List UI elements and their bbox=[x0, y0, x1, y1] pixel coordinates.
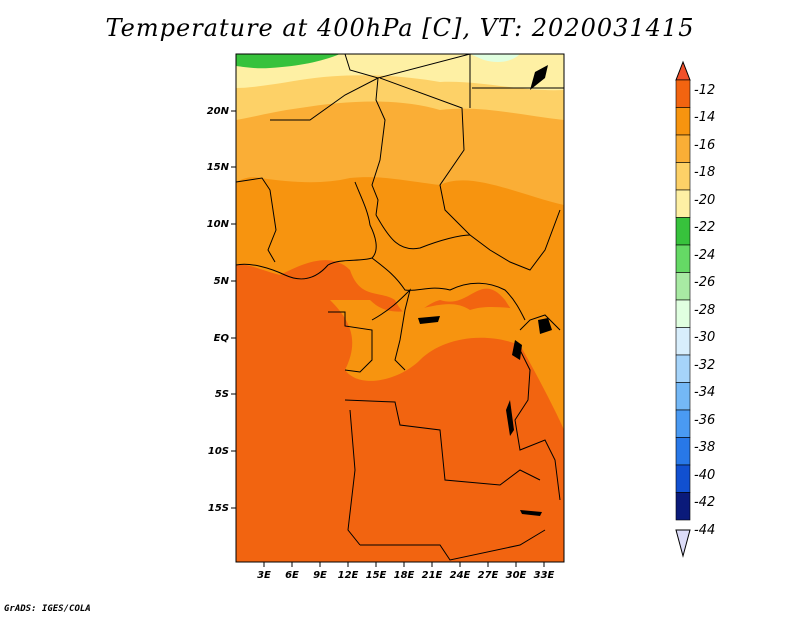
colorbar-label: -22 bbox=[694, 220, 715, 235]
lon-label: 24E bbox=[450, 570, 471, 581]
lon-label: 3E bbox=[257, 570, 271, 581]
lat-label: 15N bbox=[207, 162, 230, 173]
lat-label: 15S bbox=[208, 503, 229, 514]
colorbar-label: -26 bbox=[694, 275, 715, 290]
colorbar-label: -16 bbox=[694, 138, 715, 153]
lat-label: 10N bbox=[207, 219, 230, 230]
grads-credit: GrADS: IGES/COLA bbox=[4, 604, 91, 614]
colorbar-label: -24 bbox=[694, 248, 715, 263]
colorbar-label: -30 bbox=[694, 330, 715, 345]
lon-labels: 3E 6E 9E 12E 15E 18E 21E 24E 27E 30E 33E bbox=[257, 570, 554, 581]
colorbar-label: -40 bbox=[694, 468, 715, 483]
colorbar-labels: -12 -14 -16 -18 -20 -22 -24 -26 -28 -30 … bbox=[694, 83, 715, 538]
colorbar-segment bbox=[675, 272, 691, 301]
colorbar-label: -36 bbox=[694, 413, 715, 428]
colorbar-segment bbox=[675, 409, 691, 438]
colorbar-segment bbox=[675, 437, 691, 466]
colorbar-label: -42 bbox=[694, 495, 715, 510]
band-minus-30 bbox=[470, 54, 520, 62]
colorbar-label: -28 bbox=[694, 303, 715, 318]
colorbar-label: -44 bbox=[694, 523, 715, 538]
colorbar-label: -32 bbox=[694, 358, 715, 373]
colorbar: -12 -14 -16 -18 -20 -22 -24 -26 -28 -30 … bbox=[675, 60, 715, 558]
lakes bbox=[418, 65, 552, 516]
colorbar-label: -14 bbox=[694, 110, 715, 125]
colorbar-label: -20 bbox=[694, 193, 715, 208]
colorbar-segment bbox=[675, 107, 691, 136]
lat-label: EQ bbox=[214, 333, 230, 344]
colorbar-segment bbox=[675, 217, 691, 246]
lat-label: 5S bbox=[215, 389, 229, 400]
colorbar-top-arrow bbox=[675, 60, 691, 81]
band-minus-22 bbox=[236, 54, 340, 69]
colorbar-segment bbox=[675, 354, 691, 383]
lat-label: 10S bbox=[208, 446, 229, 457]
lon-label: 12E bbox=[338, 570, 359, 581]
colorbar-segment bbox=[675, 382, 691, 411]
chart-title: Temperature at 400hPa [C], VT: 202003141… bbox=[105, 14, 695, 42]
colorbar-segment bbox=[675, 79, 691, 108]
colorbar-label: -38 bbox=[694, 440, 715, 455]
lat-label: 20N bbox=[207, 106, 230, 117]
temperature-field bbox=[236, 54, 564, 562]
colorbar-segment bbox=[675, 327, 691, 356]
colorbar-segments bbox=[675, 79, 691, 521]
colorbar-label: -34 bbox=[694, 385, 715, 400]
lat-labels: 20N 15N 10N 5N EQ 5S 10S 15S bbox=[207, 106, 230, 514]
colorbar-segment bbox=[675, 299, 691, 328]
lon-label: 30E bbox=[506, 570, 527, 581]
colorbar-label: -12 bbox=[694, 83, 715, 98]
lon-label: 6E bbox=[285, 570, 299, 581]
lon-tick-marks bbox=[263, 562, 545, 567]
country-borders bbox=[236, 54, 564, 561]
lon-label: 15E bbox=[366, 570, 387, 581]
colorbar-bottom-arrow bbox=[675, 529, 691, 558]
lon-label: 9E bbox=[313, 570, 327, 581]
map-frame bbox=[235, 53, 565, 563]
band-minus-15-south bbox=[330, 300, 564, 430]
colorbar-label: -18 bbox=[694, 165, 715, 180]
lon-label: 33E bbox=[534, 570, 555, 581]
colorbar-segment bbox=[675, 162, 691, 191]
lon-label: 18E bbox=[394, 570, 415, 581]
colorbar-segment bbox=[675, 492, 691, 521]
colorbar-segment bbox=[675, 189, 691, 218]
lat-label: 5N bbox=[214, 276, 230, 287]
colorbar-segment bbox=[675, 134, 691, 163]
lon-label: 27E bbox=[478, 570, 499, 581]
lat-tick-marks bbox=[231, 110, 236, 509]
lon-label: 21E bbox=[422, 570, 443, 581]
colorbar-segment bbox=[675, 464, 691, 493]
colorbar-segment bbox=[675, 244, 691, 273]
